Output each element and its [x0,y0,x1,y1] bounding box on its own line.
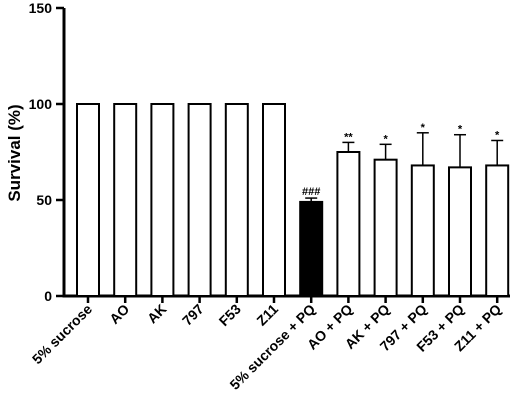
x-tick-label: Z11 [253,301,281,329]
bar [485,164,510,297]
bar [113,103,138,297]
y-tick-label: 0 [44,288,52,304]
x-tick-label: AK [144,301,170,327]
y-tick-label: 150 [29,0,53,16]
significance-label: * [458,124,463,136]
bar [336,151,361,297]
x-tick-label: 5% sucrose [29,301,95,367]
bars [76,103,510,297]
y-axis-title: Survival (%) [5,104,24,201]
y-tick-label: 50 [36,192,52,208]
bar [373,158,398,297]
bar [150,103,175,297]
x-tick-label: F53 [216,301,245,330]
x-tick-label: AO [106,301,132,327]
bar [224,103,249,297]
bar [187,103,212,297]
significance-label: * [421,122,426,134]
y-tick-label: 100 [29,96,53,112]
bar [448,166,472,297]
significance-label: ### [302,186,320,198]
significance-label: ** [344,131,353,143]
x-tick-label: 797 [179,301,207,329]
significance-label: * [383,133,388,145]
bar [410,164,435,297]
significance-label: * [495,129,500,141]
bar [262,103,286,297]
bar [76,103,100,297]
bar [299,200,324,297]
